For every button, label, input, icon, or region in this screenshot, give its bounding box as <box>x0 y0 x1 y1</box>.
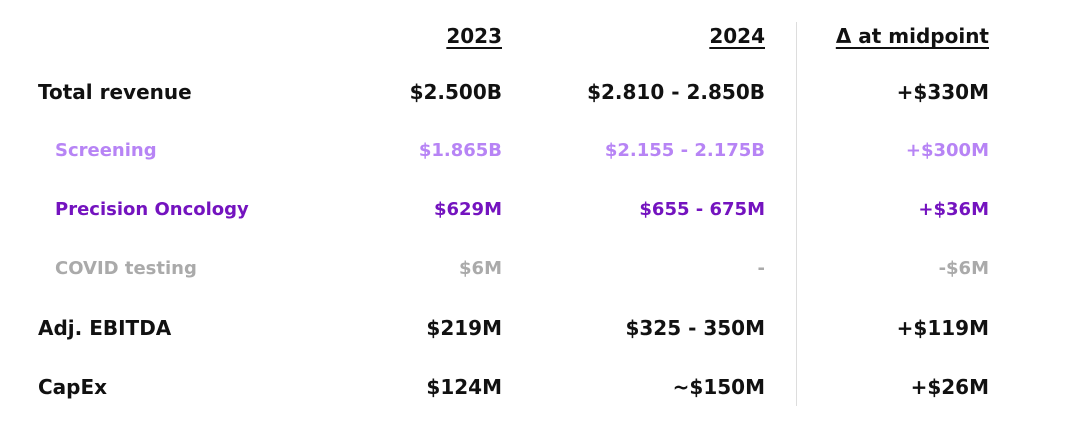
cell: ~$150M <box>672 375 765 399</box>
cell: $1.865B <box>418 140 502 161</box>
cell: $6M <box>459 258 502 279</box>
column-header: 2023 <box>446 24 502 48</box>
cell: $2.810 - 2.850B <box>587 80 765 104</box>
cell: +$119M <box>896 316 989 340</box>
cell: +$330M <box>896 80 989 104</box>
cell: -$6M <box>938 258 989 279</box>
cell: $219M <box>426 316 502 340</box>
cell: $124M <box>426 375 502 399</box>
divider <box>796 22 797 406</box>
row-label: Precision Oncology <box>55 199 249 220</box>
row-label: COVID testing <box>55 258 197 279</box>
cell: +$36M <box>918 199 989 220</box>
cell: $325 - 350M <box>625 316 765 340</box>
cell: +$300M <box>905 140 989 161</box>
cell: $655 - 675M <box>639 199 765 220</box>
cell: $2.155 - 2.175B <box>604 140 765 161</box>
cell: $2.500B <box>409 80 502 104</box>
cell: - <box>757 258 765 279</box>
row-label: Screening <box>55 140 157 161</box>
row-label: Total revenue <box>38 80 192 104</box>
cell: +$26M <box>910 375 989 399</box>
row-label: Adj. EBITDA <box>38 316 172 340</box>
column-header: Δ at midpoint <box>835 24 989 48</box>
row-label: CapEx <box>38 375 108 399</box>
cell: $629M <box>433 199 502 220</box>
column-header: 2024 <box>709 24 765 48</box>
